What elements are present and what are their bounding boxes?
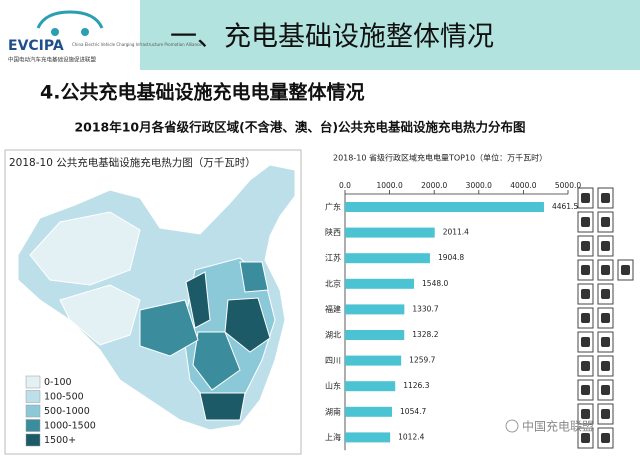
bar (345, 432, 391, 443)
car-body (581, 289, 590, 299)
car-body (601, 217, 610, 227)
y-tick-label: 江苏 (325, 253, 341, 263)
watermark: 中国充电联盟 (522, 419, 594, 434)
car-body (601, 193, 610, 203)
bar (345, 355, 402, 366)
x-tick-label: 2000.0 (421, 181, 447, 190)
logo-en: China Electric Vehicle Charging Infrastr… (72, 42, 202, 47)
map-region (59, 284, 141, 346)
bar (345, 227, 435, 238)
watermark-icon (505, 419, 519, 433)
bar (345, 381, 396, 392)
car-body (601, 265, 610, 275)
value-label: 1259.7 (409, 356, 435, 365)
y-tick-label: 陕西 (325, 227, 341, 237)
map-legend: 0-100 100-500 500-1000 1000-1500 1500+ (25, 375, 96, 447)
logo-wheel (81, 28, 89, 36)
y-tick-label: 四川 (325, 356, 341, 365)
y-tick-label: 湖北 (325, 331, 341, 340)
y-tick-label: 北京 (325, 278, 341, 288)
map-region (224, 297, 271, 353)
car-body (581, 313, 590, 323)
x-tick-label: 4000.0 (510, 181, 536, 190)
map-region (185, 271, 211, 329)
x-tick-label: 1000.0 (376, 181, 402, 190)
car-body (581, 409, 590, 419)
logo: EVCIPA China Electric Vehicle Charging I… (8, 10, 202, 64)
bar-chart: 0.0 1000.0 2000.0 3000.0 4000.0 5000.0 广东 4461.… (325, 181, 581, 451)
car-body (601, 433, 610, 443)
car-icons (577, 187, 634, 449)
legend-label: 100-500 (44, 392, 84, 403)
header-band (140, 0, 640, 70)
section-title: 4.公共充电基础设施充电电量整体情况 (40, 81, 364, 104)
car-body (581, 217, 590, 227)
car-body (581, 433, 590, 443)
car-body (601, 313, 610, 323)
car-body (621, 265, 630, 275)
map-region (199, 392, 246, 421)
bar (345, 278, 415, 289)
x-tick-label: 5000.0 (555, 181, 581, 190)
y-tick-label: 福建 (325, 304, 341, 314)
legend-swatch (25, 404, 41, 418)
car-body (581, 193, 590, 203)
value-label: 1328.2 (412, 330, 438, 339)
map-title: 2018-10 公共充电基础设施充电热力图（万千瓦时） (9, 156, 256, 169)
value-label: 1330.7 (412, 304, 438, 313)
value-label: 1904.8 (438, 253, 464, 262)
legend-label: 1000-1500 (44, 421, 96, 432)
car-body (601, 241, 610, 251)
x-tick-label: 3000.0 (466, 181, 492, 190)
y-tick-label: 山东 (325, 381, 341, 391)
car-body (601, 361, 610, 371)
car-body (581, 241, 590, 251)
car-body (581, 337, 590, 347)
legend-swatch (25, 433, 41, 447)
value-label: 1054.7 (400, 407, 426, 416)
map-region (192, 331, 241, 391)
car-body (601, 385, 610, 395)
map-region (29, 211, 141, 286)
bar (345, 304, 405, 315)
bar (345, 202, 544, 212)
map-region (139, 299, 199, 357)
bar (345, 406, 393, 417)
header-title: 一、充电基础设施整体情况 (170, 22, 494, 53)
car-body (601, 409, 610, 419)
car-body (581, 265, 590, 275)
bar (345, 253, 430, 264)
car-body (601, 337, 610, 347)
logo-text: EVCIPA (8, 38, 64, 54)
y-tick-label: 湖南 (325, 406, 341, 416)
value-label: 4461.5 (552, 202, 578, 211)
chart-title: 2018-10 省级行政区域充电电量TOP10（单位：万千瓦时） (333, 153, 547, 163)
value-label: 1012.4 (398, 432, 424, 441)
car-body (581, 361, 590, 371)
legend-swatch (25, 419, 41, 432)
x-tick-label: 0.0 (339, 181, 351, 190)
bar (345, 330, 405, 340)
y-tick-label: 上海 (325, 432, 341, 442)
car-body (581, 385, 590, 395)
logo-wheel (51, 28, 59, 36)
legend-label: 0-100 (44, 377, 72, 388)
legend-label: 1500+ (44, 435, 76, 446)
car-body (601, 289, 610, 299)
value-label: 1548.0 (422, 279, 448, 288)
logo-cn: 中国电动汽车充电基础设施促进联盟 (8, 56, 97, 64)
legend-label: 500-1000 (44, 406, 90, 417)
value-label: 2011.4 (443, 228, 469, 237)
legend-swatch (25, 375, 41, 389)
figure-title: 2018年10月各省级行政区域(不含港、澳、台)公共充电基础设施充电热力分布图 (74, 120, 525, 135)
value-label: 1126.3 (403, 381, 429, 390)
map-region (239, 261, 269, 293)
logo-arc (36, 10, 104, 29)
legend-swatch (25, 390, 41, 403)
y-tick-label: 广东 (325, 202, 341, 212)
